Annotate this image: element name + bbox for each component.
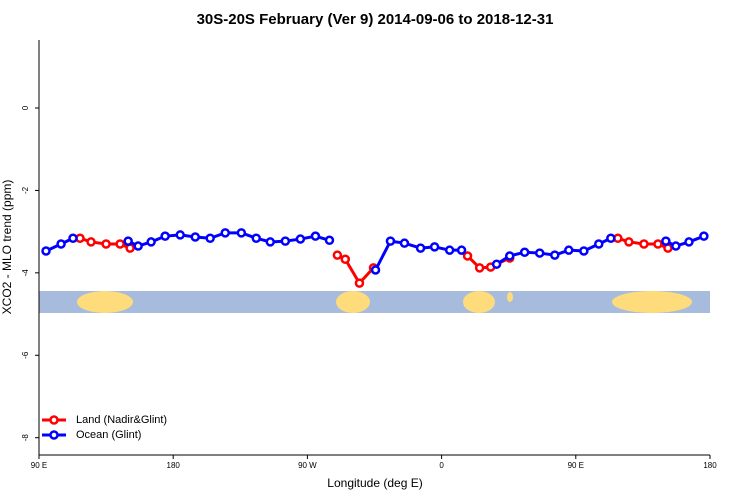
point (474, 263, 485, 273)
point (671, 241, 681, 251)
x-tick-label: 90 W (298, 461, 317, 470)
ocean-band (39, 291, 710, 313)
point (564, 245, 574, 255)
point (606, 233, 616, 243)
point (340, 254, 351, 264)
point (295, 234, 306, 244)
y-tick-label: 0 (21, 105, 30, 110)
point (594, 239, 604, 249)
point (550, 250, 560, 260)
point (699, 231, 709, 241)
x-tick-label: 90 E (31, 461, 47, 470)
legend-label: Land (Nadir&Glint) (76, 414, 167, 426)
point (86, 237, 96, 247)
land-blob (77, 291, 133, 313)
point (332, 250, 343, 260)
point (579, 246, 589, 256)
x-tick-label: 90 E (568, 461, 584, 470)
x-tick-label: 0 (439, 461, 444, 470)
x-tick-label: 180 (167, 461, 181, 470)
y-tick-label: -6 (21, 351, 30, 359)
point (324, 235, 335, 246)
point (462, 251, 473, 261)
point (310, 231, 321, 241)
point (56, 239, 66, 249)
point (68, 233, 78, 243)
point (175, 230, 185, 240)
y-axis-label: XCO2 - MLO trend (ppm) (0, 180, 14, 315)
point (205, 233, 215, 243)
point (160, 231, 170, 241)
chart-title: 30S-20S February (Ver 9) 2014-09-06 to 2… (197, 11, 554, 28)
legend-label: Ocean (Glint) (76, 429, 141, 441)
point (429, 242, 440, 252)
map-strip (39, 291, 710, 313)
land-blob (507, 292, 513, 302)
legend-marker (49, 415, 59, 425)
point (385, 236, 396, 246)
point (370, 265, 381, 275)
point (115, 239, 125, 249)
point (265, 237, 276, 247)
point (661, 236, 671, 246)
y-tick-label: -4 (21, 269, 30, 277)
point (220, 228, 230, 238)
point (491, 259, 502, 269)
point (684, 237, 694, 247)
point (399, 238, 410, 248)
point (415, 243, 426, 253)
point (456, 245, 467, 255)
x-axis-label: Longitude (deg E) (327, 476, 422, 490)
point (624, 237, 634, 247)
point (519, 247, 530, 257)
x-tick-label: 180 (703, 461, 717, 470)
point (101, 239, 111, 249)
y-tick-label: -2 (21, 186, 30, 194)
point (236, 228, 247, 238)
y-tick-label: -8 (21, 434, 30, 442)
point (354, 278, 365, 288)
point (146, 237, 156, 247)
series-line (79, 236, 669, 286)
point (123, 236, 133, 246)
point (280, 236, 291, 246)
point (653, 239, 663, 249)
point (534, 248, 545, 258)
point (444, 245, 455, 255)
land-blob (612, 291, 692, 313)
point (190, 232, 201, 242)
land-blob (336, 291, 370, 313)
point (639, 239, 649, 249)
land-blob (463, 291, 495, 313)
point (133, 241, 143, 251)
point (251, 233, 262, 243)
point (41, 246, 51, 256)
point (504, 251, 515, 261)
legend-marker (49, 430, 59, 440)
